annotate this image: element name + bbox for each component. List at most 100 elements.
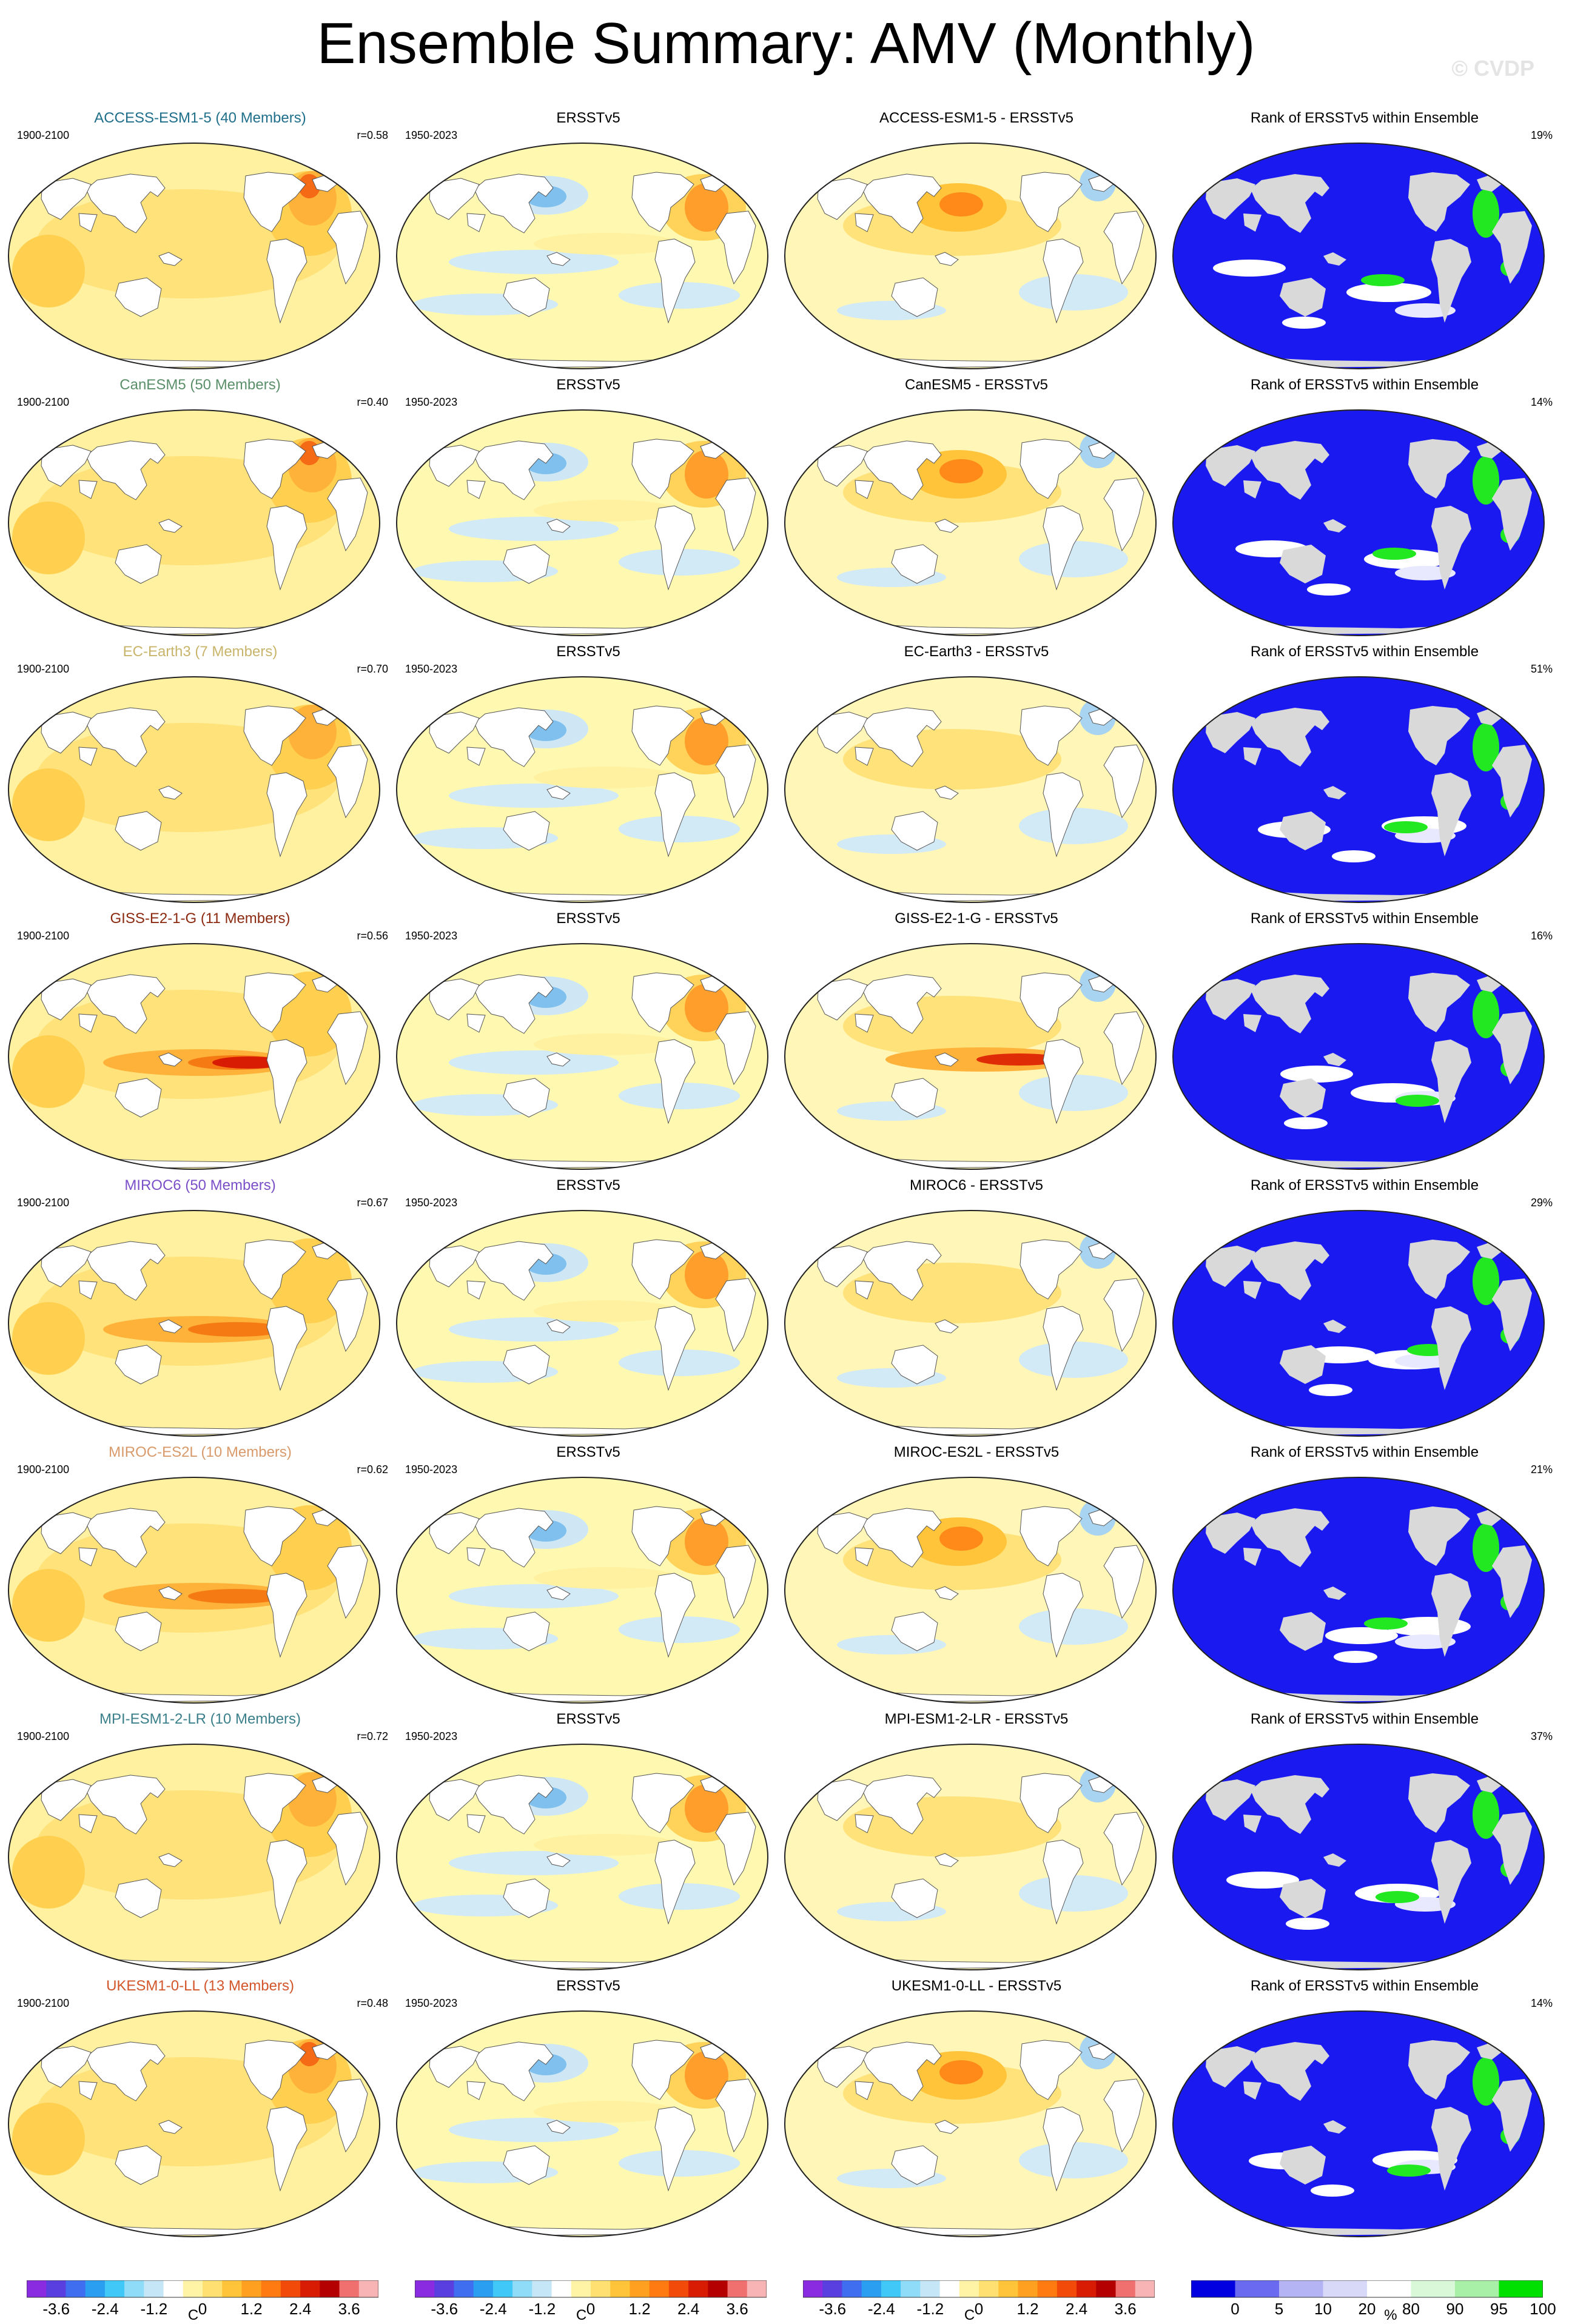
panel-difference: EC-Earth3 - ERSSTv5 <box>782 643 1171 910</box>
colorbar-swatch <box>1135 2280 1155 2297</box>
rank-percent: 19% <box>1530 129 1553 141</box>
globe-map <box>6 674 382 908</box>
panel-title: MIROC-ES2L - ERSSTv5 <box>893 1444 1060 1460</box>
period-label: 1950-2023 <box>405 1997 458 2009</box>
panel-title: MIROC6 (50 Members) <box>124 1177 276 1194</box>
colorbar-unit: C <box>576 2307 587 2323</box>
panel-row: MIROC-ES2L (10 Members) 1900-2100 r=0.62 E… <box>0 1443 1572 1710</box>
globe-map <box>1171 1208 1547 1442</box>
panel-title: ERSSTv5 <box>556 377 620 393</box>
panel-observation: ERSSTv5 1950-2023 <box>394 1977 782 2244</box>
colorbar-tick-label: 1.2 <box>1016 2300 1039 2318</box>
panel-rank: Rank of ERSSTv5 within Ensemble 29% <box>1171 1177 1559 1443</box>
globe-map <box>1171 408 1547 641</box>
globe-map <box>6 1742 382 1975</box>
colorbar-swatch <box>920 2280 941 2297</box>
colorbar-swatch <box>415 2280 435 2297</box>
rank-percent: 16% <box>1530 930 1553 942</box>
panel-title: ERSSTv5 <box>556 1711 620 1727</box>
panel-title: MIROC6 - ERSSTv5 <box>909 1177 1044 1194</box>
globe-map <box>782 408 1158 641</box>
colorbar-swatch <box>1018 2280 1038 2297</box>
globe-map <box>6 141 382 374</box>
colorbar-swatch <box>85 2280 106 2297</box>
panel-title: GISS-E2-1-G - ERSSTv5 <box>895 910 1058 927</box>
colorbar-tick-label: 90 <box>1446 2300 1464 2318</box>
pattern-correlation: r=0.67 <box>357 1197 388 1209</box>
panel-title: UKESM1-0-LL - ERSSTv5 <box>891 1978 1062 1994</box>
panel-difference: CanESM5 - ERSSTv5 <box>782 376 1171 643</box>
panel-title: ERSSTv5 <box>556 1444 620 1460</box>
colorbar-swatch <box>1115 2280 1136 2297</box>
globe-map <box>394 2009 770 2242</box>
panel-title: MPI-ESM1-2-LR (10 Members) <box>99 1711 301 1727</box>
period-label: 1950-2023 <box>405 129 458 141</box>
globe-map <box>394 1475 770 1708</box>
colorbar-rank: 0 5 10 20 80 90 95 100% <box>1191 2280 1556 2323</box>
colorbar-tick-label: 0 <box>586 2300 596 2318</box>
pattern-correlation: r=0.62 <box>357 1463 388 1476</box>
pattern-correlation: r=0.48 <box>357 1997 388 2009</box>
period-label: 1900-2100 <box>17 663 70 675</box>
panel-title: UKESM1-0-LL (13 Members) <box>106 1978 294 1994</box>
colorbar-unit: % <box>1384 2307 1397 2323</box>
panel-title: ACCESS-ESM1-5 (40 Members) <box>94 110 306 126</box>
rank-percent: 51% <box>1530 663 1553 675</box>
panel-row: UKESM1-0-LL (13 Members) 1900-2100 r=0.48 … <box>0 1977 1572 2244</box>
colorbar-swatch <box>979 2280 999 2297</box>
colorbar-unit: C <box>187 2307 199 2323</box>
panel-observation: ERSSTv5 1950-2023 <box>394 1443 782 1710</box>
panel-row: EC-Earth3 (7 Members) 1900-2100 r=0.70 ERS… <box>0 643 1572 910</box>
colorbar-tick-label: 2.4 <box>289 2300 312 2318</box>
colorbar-tick-label: -3.6 <box>819 2300 847 2318</box>
panel-rank: Rank of ERSSTv5 within Ensemble 16% <box>1171 910 1559 1177</box>
colorbar-swatch <box>881 2280 901 2297</box>
colorbar-swatch <box>1411 2280 1456 2297</box>
panel-observation: ERSSTv5 1950-2023 <box>394 109 782 376</box>
period-label: 1900-2100 <box>17 1463 70 1476</box>
pattern-correlation: r=0.70 <box>357 663 388 675</box>
globe-map <box>782 2009 1158 2242</box>
colorbar-swatch <box>320 2280 340 2297</box>
colorbar-swatch <box>1235 2280 1280 2297</box>
colorbar-model-mean: -3.6 -2.4 -1.2 0 1.2 2.4 3.6 C <box>27 2280 378 2323</box>
panel-title: Rank of ERSSTv5 within Ensemble <box>1250 377 1479 393</box>
colorbar-swatch <box>492 2280 513 2297</box>
colorbar-swatch <box>959 2280 979 2297</box>
globe-map <box>782 141 1158 374</box>
panel-title: MIROC-ES2L (10 Members) <box>109 1444 292 1460</box>
colorbar-tick-label: 3.6 <box>1114 2300 1137 2318</box>
globe-map <box>782 1208 1158 1442</box>
panel-model-mean: UKESM1-0-LL (13 Members) 1900-2100 r=0.48 <box>6 1977 394 2244</box>
panel-difference: ACCESS-ESM1-5 - ERSSTv5 <box>782 109 1171 376</box>
panel-model-mean: CanESM5 (50 Members) 1900-2100 r=0.40 <box>6 376 394 643</box>
colorbar-swatch <box>1096 2280 1117 2297</box>
colorbar-swatch <box>358 2280 378 2297</box>
colorbar-swatch <box>1037 2280 1058 2297</box>
panel-observation: ERSSTv5 1950-2023 <box>394 1177 782 1443</box>
rank-percent: 21% <box>1530 1463 1553 1476</box>
panel-difference: MIROC-ES2L - ERSSTv5 <box>782 1443 1171 1710</box>
panel-model-mean: MIROC6 (50 Members) 1900-2100 r=0.67 <box>6 1177 394 1443</box>
colorbar-swatch <box>300 2280 320 2297</box>
panel-title: Rank of ERSSTv5 within Ensemble <box>1250 110 1479 126</box>
colorbar-tick-label: -1.2 <box>528 2300 556 2318</box>
globe-map <box>6 1475 382 1708</box>
panel-title: Rank of ERSSTv5 within Ensemble <box>1250 643 1479 660</box>
globe-map <box>1171 1742 1547 1975</box>
period-label: 1900-2100 <box>17 396 70 408</box>
colorbar-tick-label: 80 <box>1402 2300 1420 2318</box>
panel-row: MPI-ESM1-2-LR (10 Members) 1900-2100 r=0.7… <box>0 1710 1572 1977</box>
pattern-correlation: r=0.40 <box>357 396 388 408</box>
colorbar-swatch <box>1279 2280 1323 2297</box>
panel-title: MPI-ESM1-2-LR - ERSSTv5 <box>884 1711 1069 1727</box>
panel-model-mean: MPI-ESM1-2-LR (10 Members) 1900-2100 r=0.7… <box>6 1710 394 1977</box>
period-label: 1900-2100 <box>17 129 70 141</box>
panel-title: Rank of ERSSTv5 within Ensemble <box>1250 910 1479 927</box>
colorbar-swatch <box>512 2280 532 2297</box>
panel-row: ACCESS-ESM1-5 (40 Members) 1900-2100 r=0.5… <box>0 109 1572 376</box>
colorbar-swatch <box>1499 2280 1543 2297</box>
colorbar-swatch <box>434 2280 454 2297</box>
colorbar-tick-label: 0 <box>1231 2300 1240 2318</box>
globe-map <box>1171 674 1547 908</box>
